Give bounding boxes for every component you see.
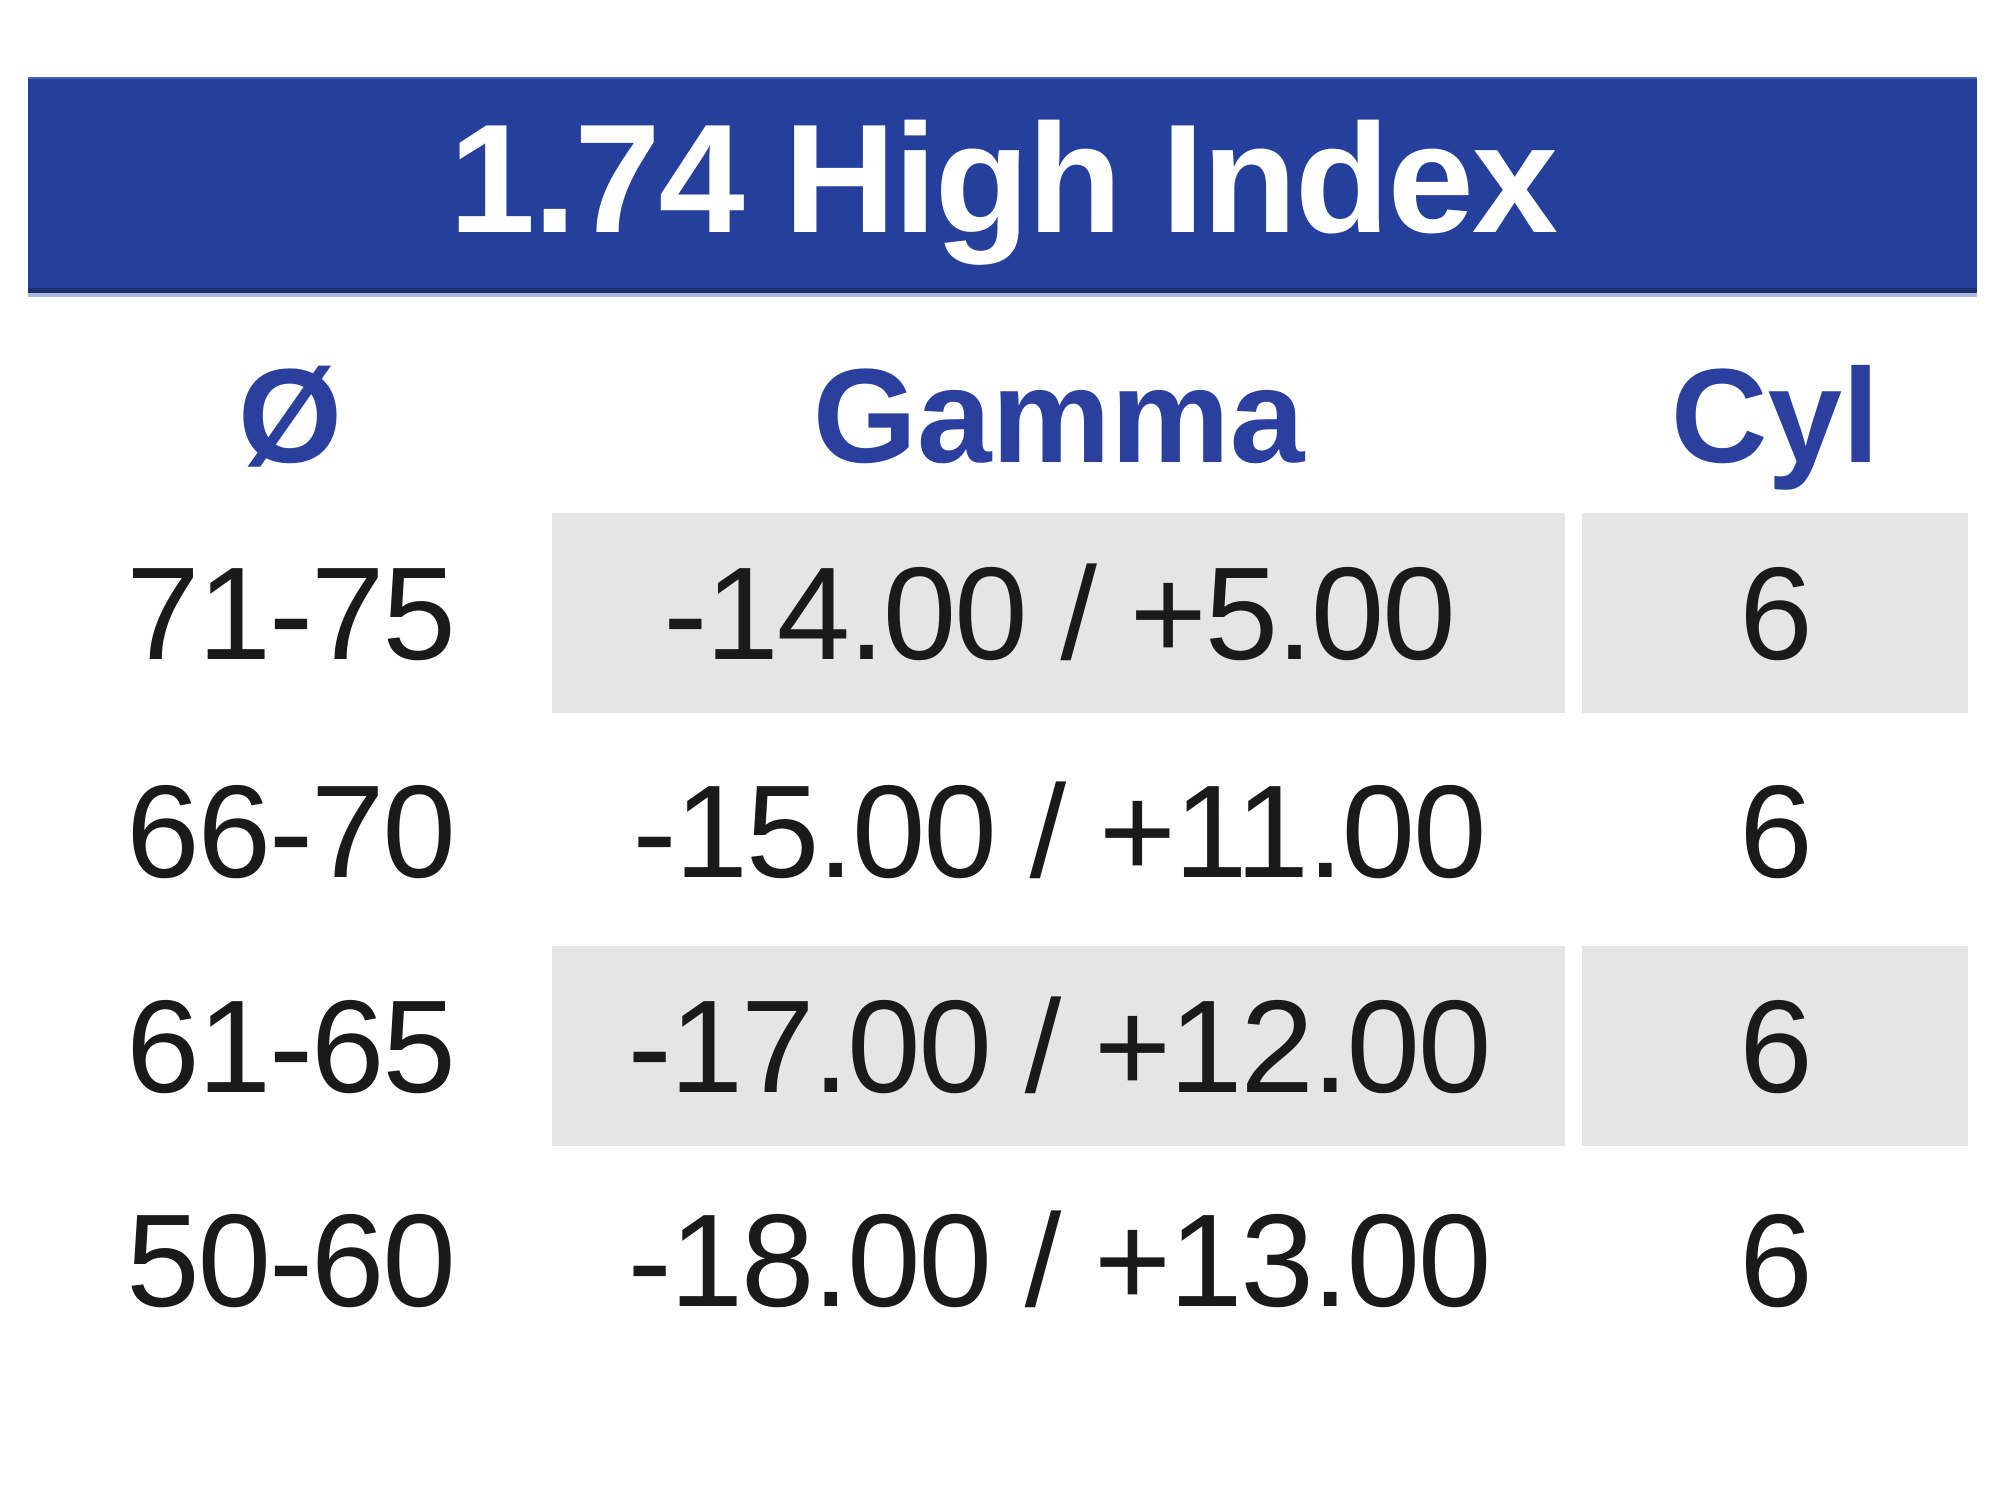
cell-diameter: 71-75: [126, 539, 456, 687]
cell-gamma: -18.00 / +13.00: [627, 1186, 1492, 1334]
table-header-row: Ø Gamma Cyl: [0, 332, 2000, 500]
table-row: 61-65 -17.00 / +12.00 6: [0, 946, 2000, 1146]
table-row: 66-70 -15.00 / +11.00 6: [0, 731, 2000, 931]
column-header-gamma: Gamma: [812, 341, 1305, 491]
column-header-cyl: Cyl: [1670, 341, 1880, 491]
cell-diameter: 66-70: [126, 757, 456, 905]
cell-gamma: -14.00 / +5.00: [552, 513, 1565, 713]
cell-gamma: -17.00 / +12.00: [552, 946, 1565, 1146]
cell-cyl: 6: [1739, 1186, 1812, 1334]
cell-cyl: 6: [1739, 757, 1812, 905]
cell-gamma: -15.00 / +11.00: [632, 757, 1487, 905]
cell-diameter: 50-60: [126, 1186, 456, 1334]
table-row: 71-75 -14.00 / +5.00 6: [0, 513, 2000, 713]
cell-cyl: 6: [1582, 946, 1968, 1146]
cell-cyl: 6: [1582, 513, 1968, 713]
table-title: 1.74 High Index: [449, 92, 1558, 265]
cell-diameter: 61-65: [126, 972, 456, 1120]
column-header-diameter: Ø: [237, 341, 343, 491]
table-row: 50-60 -18.00 / +13.00 6: [0, 1160, 2000, 1360]
table-title-banner: 1.74 High Index: [28, 77, 1977, 293]
